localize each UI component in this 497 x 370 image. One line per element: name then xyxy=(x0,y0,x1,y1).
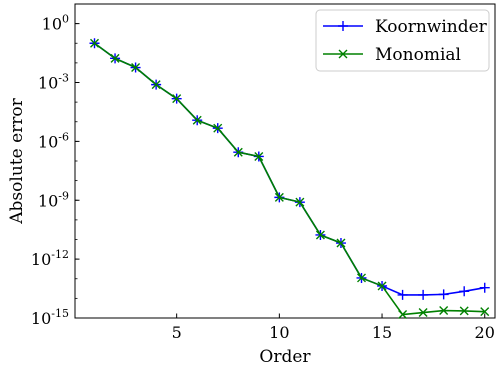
data-point-monomial xyxy=(233,147,243,157)
x-tick-label: 5 xyxy=(172,323,182,342)
y-tick-label: 10-6 xyxy=(38,130,69,151)
x-tick-label: 20 xyxy=(475,323,495,342)
legend-marker-plus xyxy=(338,21,348,31)
data-point-monomial xyxy=(151,80,161,90)
data-point-monomial xyxy=(480,307,490,317)
x-axis-label: Order xyxy=(259,347,311,367)
data-point-monomial xyxy=(418,308,428,318)
y-tick-label: 10-9 xyxy=(38,189,69,210)
data-point-monomial xyxy=(254,151,264,161)
data-point-monomial xyxy=(131,63,141,73)
x-tick-label: 10 xyxy=(269,323,289,342)
data-point-monomial xyxy=(172,94,182,104)
data-point-monomial xyxy=(213,123,223,133)
data-point-koornwinder xyxy=(418,289,429,300)
legend-marker-x xyxy=(338,49,348,59)
legend-label-koornwinder: Koornwinder xyxy=(375,17,488,37)
data-point-monomial xyxy=(398,310,408,320)
y-tick-label: 100 xyxy=(42,13,69,34)
data-point-monomial xyxy=(377,281,387,291)
legend-entry-koornwinder: Koornwinder xyxy=(323,17,488,37)
data-point-koornwinder xyxy=(438,289,449,300)
data-point-koornwinder xyxy=(479,282,490,293)
legend-entry-monomial: Monomial xyxy=(323,45,461,65)
data-point-monomial xyxy=(439,306,449,316)
legend-label-monomial: Monomial xyxy=(375,45,461,65)
data-point-monomial xyxy=(357,273,366,283)
x-axis-ticks: 5 10 15 20 xyxy=(172,313,495,342)
data-point-koornwinder xyxy=(397,289,408,300)
data-point-monomial xyxy=(274,192,284,202)
data-point-koornwinder xyxy=(459,286,470,297)
data-point-monomial xyxy=(110,53,120,63)
data-point-monomial xyxy=(459,306,469,316)
y-tick-label: 10-12 xyxy=(31,248,69,269)
data-point-monomial xyxy=(315,230,325,240)
y-axis-ticks: 100 10-3 10-6 10-9 10-12 10-15 xyxy=(31,13,80,328)
y-tick-label: 10-3 xyxy=(38,72,69,93)
series-line-monomial xyxy=(94,42,485,316)
data-point-monomial xyxy=(192,115,202,125)
y-axis-label: Absolute error xyxy=(7,97,27,224)
y-tick-label: 10-15 xyxy=(31,307,69,328)
data-point-monomial xyxy=(295,197,305,207)
x-tick-label: 15 xyxy=(372,323,392,342)
series-layer xyxy=(89,38,490,320)
legend: Koornwinder Monomial xyxy=(315,9,490,72)
data-point-monomial xyxy=(336,238,346,248)
data-point-monomial xyxy=(90,38,100,48)
